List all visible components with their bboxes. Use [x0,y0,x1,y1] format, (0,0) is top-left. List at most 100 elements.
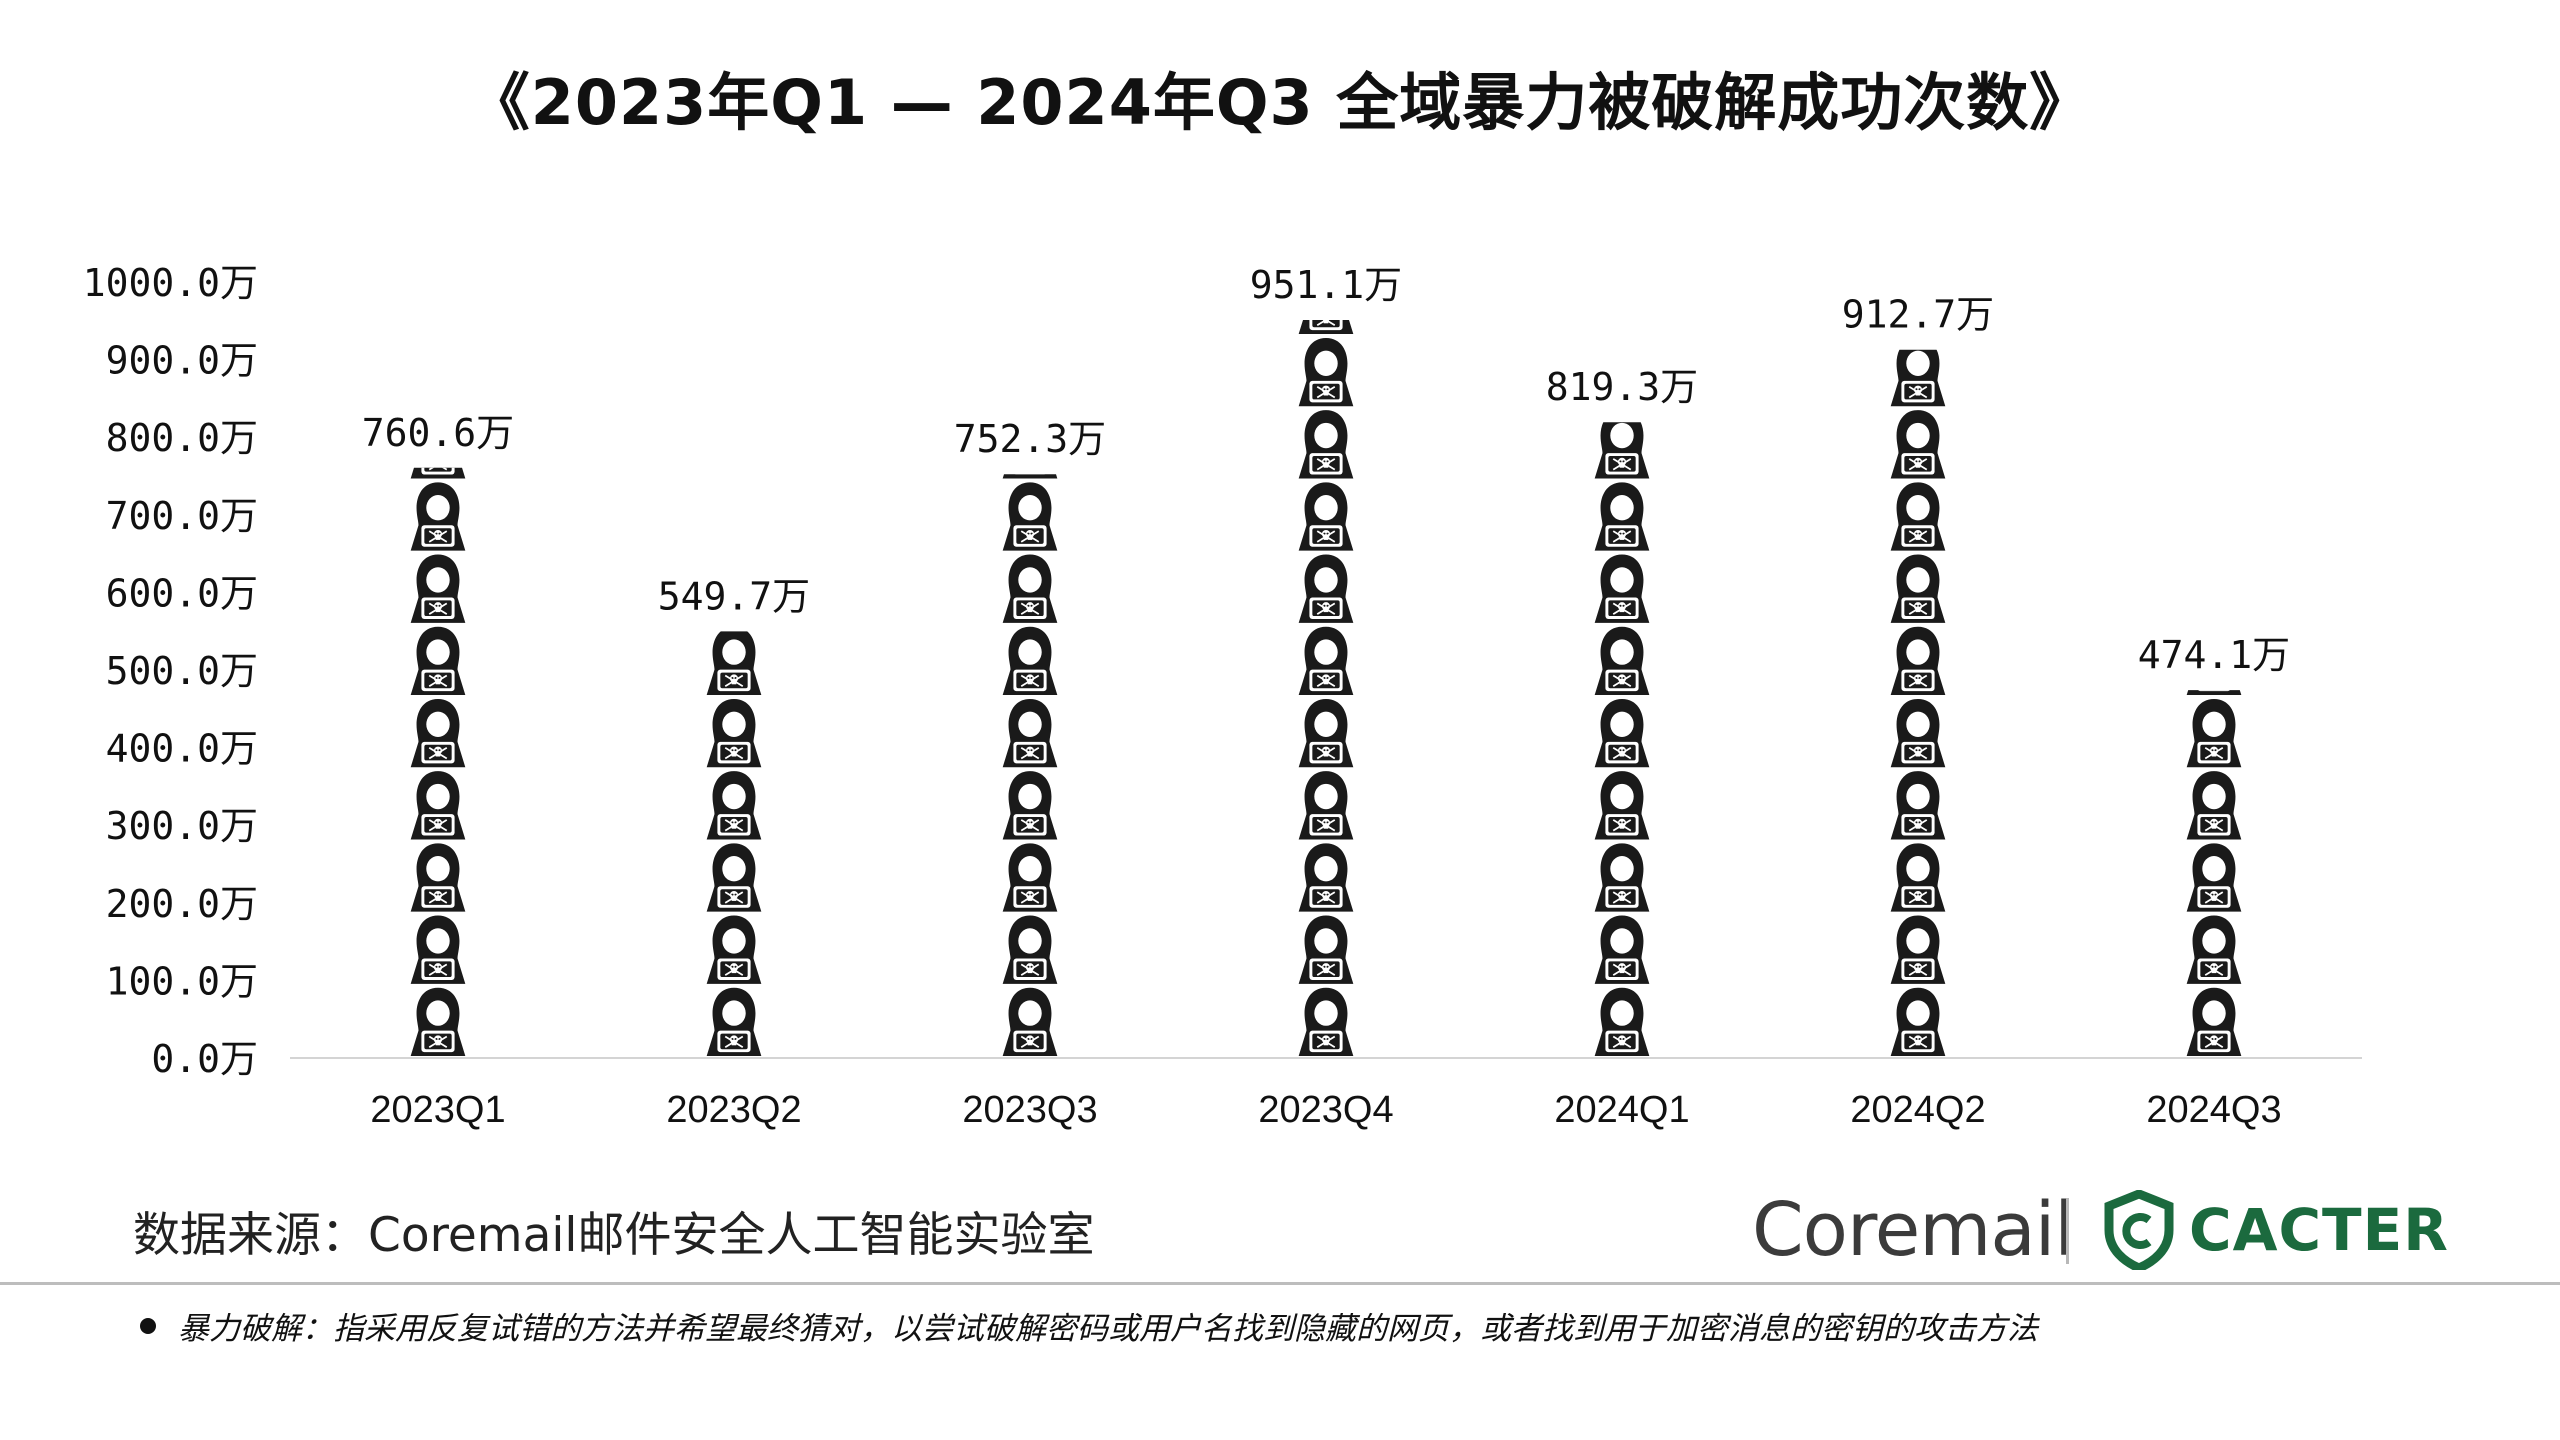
hacker-icon [1593,422,1651,480]
x-tick-label: 2023Q2 [666,1089,801,1131]
footnote-text: 暴力破解：指采用反复试错的方法并希望最终猜对，以尝试破解密码或用户名找到隐藏的网… [178,1311,2038,1347]
hacker-icon [1297,697,1355,769]
y-tick-label: 500.0万 [106,649,258,693]
hacker-icon [1593,986,1651,1058]
data-label: 760.6万 [362,411,514,455]
bar-chart: 0.0万 100.0万 200.0万 300.0万 400.0万 500.0万 600.0万… [83,194,2362,1131]
hacker-icon [1297,914,1355,985]
hacker-icon [1297,553,1355,624]
hacker-icon [1001,986,1059,1058]
hacker-icon [1001,914,1059,985]
y-axis: 0.0万 100.0万 200.0万 300.0万 400.0万 500.0万 600.0万… [83,261,258,1081]
shield-icon [2104,1190,2174,1270]
hacker-icon [1889,553,1947,624]
hacker-icon [1889,481,1947,552]
hacker-icon [1297,336,1355,408]
bar [1297,194,1355,1058]
cacter-logo-text: CACTER [2189,1196,2449,1264]
hacker-icon [1889,842,1947,913]
x-tick-label: 2023Q3 [962,1089,1097,1131]
hacker-icon [1889,986,1947,1058]
hacker-icon [2185,986,2243,1058]
x-tick-label: 2024Q3 [2146,1089,2281,1131]
data-label: 912.7万 [1842,293,1994,337]
x-tick-label: 2023Q1 [370,1089,505,1131]
y-tick-label: 300.0万 [106,804,258,848]
hacker-icon [1593,914,1651,985]
hacker-icon [409,986,467,1058]
hacker-icon [409,625,467,697]
hacker-icon [409,914,467,985]
bar [705,631,763,1058]
hacker-icon [2187,555,2242,623]
hacker-icon [409,770,467,841]
hacker-icon [1889,625,1947,697]
y-tick-label: 400.0万 [106,727,258,771]
hacker-icon [1593,842,1651,913]
chart-title: 《2023年Q1 — 2024年Q3 全域暴力被破解成功次数》 [467,66,2093,139]
data-source-text: 数据来源：Coremail邮件安全人工智能实验室 [133,1208,1095,1263]
hacker-icon [1593,481,1651,552]
footer-divider [0,1282,2560,1285]
hacker-icon [705,631,763,697]
hacker-icon [2185,697,2243,769]
hacker-icon [1593,770,1651,841]
bars-group: 760.6万 549.7万 752.3万 951.1万 819.3万 912.7万 474.… [362,194,2290,1058]
y-tick-label: 100.0万 [106,959,258,1003]
hacker-icon [1593,553,1651,624]
hacker-icon [1001,481,1059,552]
hacker-icon [1299,194,1354,262]
bar [1593,422,1651,1058]
hacker-icon [1001,770,1059,841]
hacker-icon [705,986,763,1058]
hacker-icon [1889,914,1947,985]
logo-divider [2066,1198,2069,1264]
x-tick-label: 2024Q2 [1850,1089,1985,1131]
hacker-icon [411,338,466,406]
hacker-icon [1001,842,1059,913]
data-label: 752.3万 [954,417,1106,461]
hacker-icon [1593,625,1651,697]
x-tick-label: 2024Q1 [1554,1089,1689,1131]
footnote: 暴力破解：指采用反复试错的方法并希望最终猜对，以尝试破解密码或用户名找到隐藏的网… [140,1303,2038,1348]
bar [1889,349,1947,1058]
bar [2185,555,2243,1058]
hacker-icon [1593,697,1651,769]
hacker-icon [1297,481,1355,552]
hacker-icon [1889,349,1947,408]
hacker-icon [1297,625,1355,697]
hacker-icon [705,842,763,913]
x-tick-label: 2023Q4 [1258,1089,1393,1131]
hacker-icon [1889,770,1947,841]
hacker-icon [1889,697,1947,769]
hacker-icon [705,770,763,841]
hacker-icon [409,553,467,624]
hacker-icon [409,697,467,769]
hacker-icon [1001,625,1059,697]
hacker-icon [1001,553,1059,624]
hacker-icon [1297,986,1355,1058]
hacker-icon [1001,697,1059,769]
y-tick-label: 200.0万 [106,882,258,926]
x-axis: 2023Q1 2023Q2 2023Q3 2023Q4 2024Q1 2024Q2 2024… [370,1089,2281,1131]
data-label: 474.1万 [2138,633,2290,677]
data-label: 951.1万 [1250,263,1402,307]
hacker-icon [1889,409,1947,480]
y-tick-label: 800.0万 [106,416,258,460]
hacker-icon [409,481,467,552]
hacker-icon [1297,842,1355,913]
hacker-icon [1297,770,1355,841]
bullet-icon [140,1317,156,1334]
hacker-icon [2185,770,2243,841]
y-tick-label: 0.0万 [151,1037,258,1081]
y-tick-label: 700.0万 [106,494,258,538]
y-tick-label: 600.0万 [106,571,258,615]
hacker-icon [1297,409,1355,480]
hacker-icon [2185,842,2243,913]
hacker-icon [2185,914,2243,985]
hacker-icon [705,697,763,769]
cacter-logo: CACTER [2103,1188,2449,1272]
hacker-icon [1003,338,1058,406]
coremail-logo: Coremail [1752,1187,2075,1273]
hacker-icon [409,842,467,913]
